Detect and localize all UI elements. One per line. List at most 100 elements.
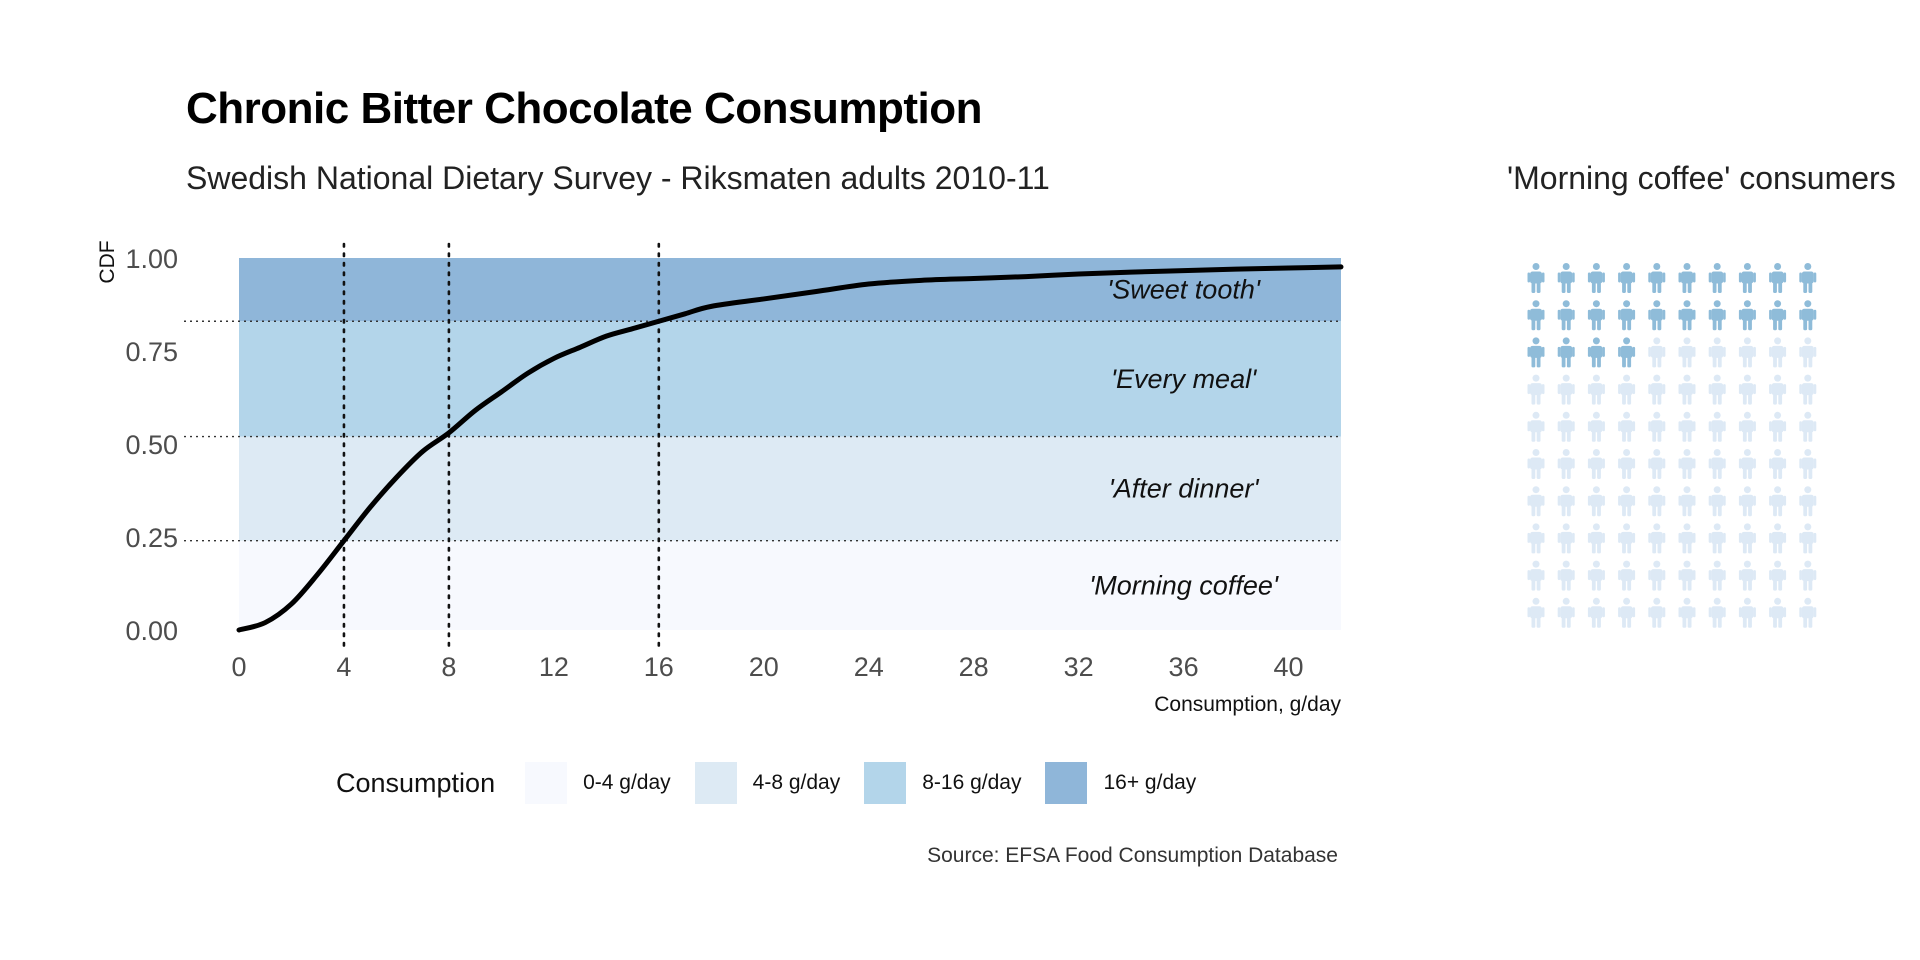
legend-label: 4-8 g/day (752, 771, 841, 794)
waffle-title: 'Morning coffee' consumers (1507, 160, 1896, 196)
x-axis-label: Consumption, g/day (1154, 693, 1341, 716)
person-icon (1799, 263, 1817, 293)
person-icon (1618, 449, 1636, 479)
person-icon (1678, 263, 1696, 293)
person-icon (1799, 523, 1817, 554)
y-axis-label: CDF (96, 240, 119, 283)
person-icon (1557, 523, 1575, 554)
person-icon (1708, 337, 1726, 368)
person-icon (1527, 560, 1545, 591)
person-icon (1708, 486, 1726, 517)
person-icon (1527, 597, 1545, 628)
person-icon (1587, 449, 1605, 479)
person-icon (1708, 449, 1726, 479)
person-icon (1587, 523, 1605, 554)
legend-swatch (694, 762, 737, 804)
person-icon (1618, 374, 1636, 405)
y-tick-label: 0.75 (125, 337, 178, 367)
person-icon (1648, 374, 1666, 405)
person-icon (1648, 300, 1666, 331)
x-tick-label: 40 (1274, 652, 1304, 682)
x-tick-label: 16 (644, 652, 674, 682)
band-label: 'After dinner' (1109, 474, 1260, 504)
person-icon (1738, 337, 1756, 368)
person-icon (1678, 560, 1696, 591)
band-rect (239, 258, 1341, 322)
x-tick-label: 32 (1064, 652, 1094, 682)
threshold-vlines (342, 242, 661, 654)
cdf-curve (236, 264, 1344, 633)
person-icon (1769, 263, 1787, 293)
person-icon (1527, 300, 1545, 331)
person-icon (1708, 263, 1726, 293)
person-icon (1738, 300, 1756, 331)
person-icon (1769, 486, 1787, 517)
person-icon (1799, 560, 1817, 591)
person-icon (1799, 449, 1817, 479)
y-tick-labels: 0.00 0.25 0.50 0.75 1.00 (125, 244, 178, 646)
x-tick-label: 24 (854, 652, 884, 682)
person-icon (1678, 523, 1696, 554)
person-icon (1738, 411, 1756, 442)
person-icon (1587, 300, 1605, 331)
person-icon (1557, 411, 1575, 442)
chart-subtitle: Swedish National Dietary Survey - Riksma… (186, 160, 1050, 196)
y-tick-label: 0.50 (125, 430, 178, 460)
person-icon (1738, 486, 1756, 517)
x-tick-label: 36 (1169, 652, 1199, 682)
person-icon (1678, 486, 1696, 517)
legend-item: 16+ g/day (1045, 762, 1196, 804)
person-icon (1769, 523, 1787, 554)
person-icon (1799, 411, 1817, 442)
person-icon (1648, 560, 1666, 591)
legend-item: 8-16 g/day (864, 762, 1021, 804)
person-icon (1738, 560, 1756, 591)
person-icon (1738, 449, 1756, 479)
person-icon (1708, 597, 1726, 628)
person-icon (1678, 411, 1696, 442)
person-icon (1557, 597, 1575, 628)
consumption-bands (239, 258, 1341, 630)
band-label: 'Every meal' (1111, 364, 1257, 394)
person-icon (1648, 337, 1666, 368)
person-icon (1799, 300, 1817, 331)
person-icon (1738, 597, 1756, 628)
band-labels: 'Morning coffee' 'After dinner' 'Every mea… (1089, 275, 1279, 601)
band-rect (239, 540, 1341, 630)
threshold-hlines (184, 320, 1341, 542)
person-icon (1527, 263, 1545, 293)
person-icon (1587, 263, 1605, 293)
person-icon (1618, 411, 1636, 442)
x-tick-label: 4 (336, 652, 351, 682)
legend-swatch (1045, 762, 1088, 804)
person-icon (1527, 449, 1545, 479)
person-icon (1618, 486, 1636, 517)
person-icon (1618, 263, 1636, 293)
person-icon (1587, 560, 1605, 591)
person-icon (1648, 523, 1666, 554)
person-icon (1769, 597, 1787, 628)
x-tick-label: 0 (231, 652, 246, 682)
person-icon (1708, 523, 1726, 554)
person-icon (1769, 300, 1787, 331)
y-tick-label: 0.25 (125, 523, 178, 553)
person-icon (1618, 597, 1636, 628)
person-icon (1557, 560, 1575, 591)
y-tick-label: 1.00 (125, 244, 178, 274)
waffle-grid (1527, 263, 1817, 628)
person-icon (1769, 411, 1787, 442)
person-icon (1799, 597, 1817, 628)
person-icon (1618, 300, 1636, 331)
person-icon (1648, 449, 1666, 479)
person-icon (1738, 523, 1756, 554)
person-icon (1648, 486, 1666, 517)
x-tick-label: 20 (749, 652, 779, 682)
person-icon (1557, 449, 1575, 479)
person-icon (1678, 300, 1696, 331)
person-icon (1618, 560, 1636, 591)
cdf-curve-group (236, 264, 1344, 633)
person-icon (1648, 597, 1666, 628)
person-icon (1648, 411, 1666, 442)
x-tick-label: 28 (959, 652, 989, 682)
